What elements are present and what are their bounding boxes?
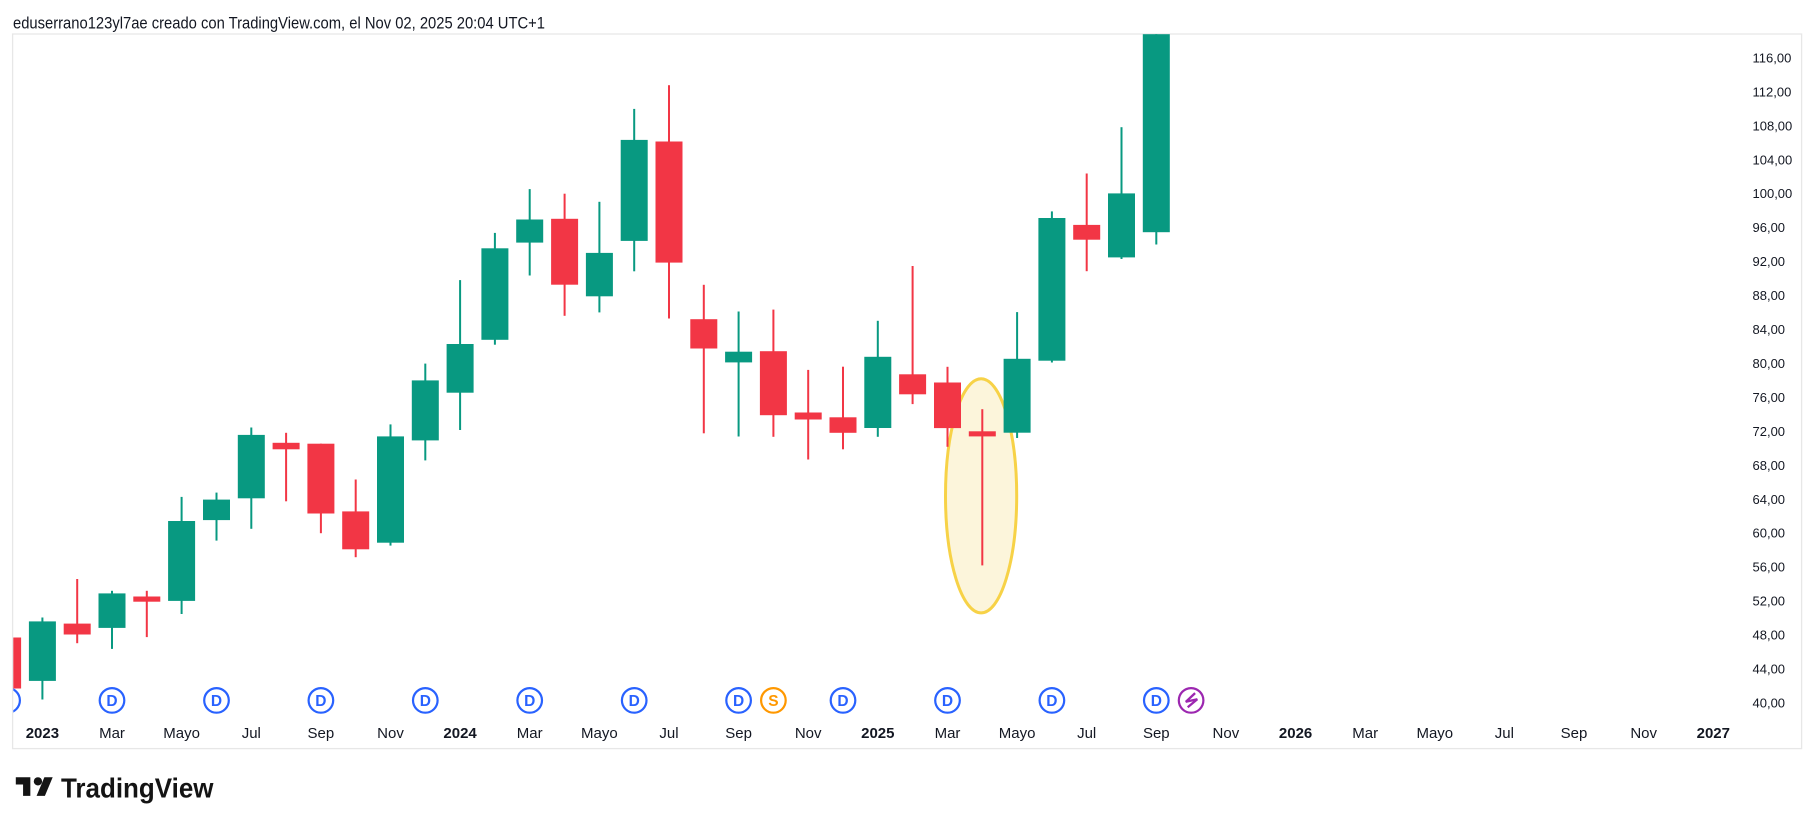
svg-text:68,00: 68,00 [1753,458,1786,473]
svg-text:D: D [942,693,953,710]
svg-text:Jul: Jul [1495,725,1514,742]
svg-text:100,00: 100,00 [1753,186,1793,201]
svg-text:112,00: 112,00 [1753,84,1792,99]
svg-text:D: D [629,693,640,710]
svg-text:Sep: Sep [725,725,752,742]
svg-text:Jul: Jul [242,725,261,742]
svg-text:76,00: 76,00 [1753,390,1786,405]
svg-text:2026: 2026 [1279,725,1312,742]
svg-text:eduserrano123yl7ae creado con: eduserrano123yl7ae creado con TradingVie… [13,15,545,33]
svg-text:Nov: Nov [377,725,404,742]
svg-text:60,00: 60,00 [1753,526,1786,541]
svg-text:56,00: 56,00 [1753,560,1786,575]
svg-text:D: D [315,693,326,710]
svg-text:Nov: Nov [795,725,822,742]
svg-text:Mar: Mar [935,725,961,742]
svg-text:Jul: Jul [659,725,678,742]
svg-text:84,00: 84,00 [1753,322,1786,337]
svg-text:92,00: 92,00 [1753,254,1786,269]
svg-text:D: D [2,693,13,710]
svg-text:D: D [106,693,117,710]
svg-text:Mayo: Mayo [999,725,1036,742]
svg-text:D: D [837,693,848,710]
svg-text:Nov: Nov [1630,725,1657,742]
svg-text:96,00: 96,00 [1753,220,1786,235]
svg-text:116,00: 116,00 [1753,50,1792,65]
svg-text:Sep: Sep [1561,725,1588,742]
svg-text:Mar: Mar [517,725,543,742]
svg-text:64,00: 64,00 [1753,492,1786,507]
svg-text:TradingView: TradingView [61,772,214,803]
svg-text:Mar: Mar [1352,725,1378,742]
svg-text:D: D [1046,693,1057,710]
svg-text:40,00: 40,00 [1753,696,1786,711]
svg-text:2025: 2025 [861,725,894,742]
svg-text:80,00: 80,00 [1753,356,1786,371]
svg-text:Mayo: Mayo [163,725,200,742]
svg-text:48,00: 48,00 [1753,628,1786,643]
svg-text:S: S [768,693,778,710]
svg-text:52,00: 52,00 [1753,594,1786,609]
svg-text:2027: 2027 [1697,725,1730,742]
svg-text:104,00: 104,00 [1753,152,1793,167]
svg-text:88,00: 88,00 [1753,288,1786,303]
svg-text:Mayo: Mayo [1416,725,1453,742]
svg-text:Mar: Mar [99,725,125,742]
svg-text:Jul: Jul [1077,725,1096,742]
svg-text:108,00: 108,00 [1753,118,1793,133]
svg-text:D: D [733,693,744,710]
svg-text:D: D [211,693,222,710]
svg-text:Nov: Nov [1213,725,1240,742]
svg-text:Mayo: Mayo [581,725,618,742]
svg-text:D: D [1151,693,1162,710]
svg-text:Sep: Sep [1143,725,1170,742]
svg-text:Sep: Sep [308,725,335,742]
svg-text:D: D [420,693,431,710]
svg-text:D: D [524,693,535,710]
svg-text:2023: 2023 [26,725,59,742]
svg-text:2024: 2024 [443,725,477,742]
svg-text:72,00: 72,00 [1753,424,1786,439]
svg-text:44,00: 44,00 [1753,662,1786,677]
